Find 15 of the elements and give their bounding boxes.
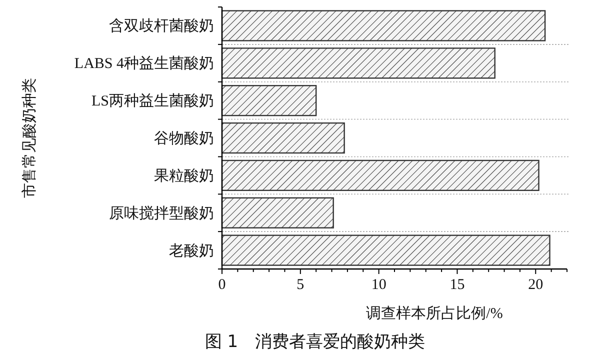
y-tick-label: 果粒酸奶: [154, 167, 214, 184]
x-tick-label: 10: [371, 277, 386, 293]
x-tick-label: 20: [528, 277, 544, 293]
x-tick-label: 0: [218, 277, 226, 293]
y-tick-label: LS两种益生菌酸奶: [91, 92, 214, 110]
x-tick-label: 15: [450, 277, 465, 293]
y-tick-label: LABS 4种益生菌酸奶: [74, 55, 214, 72]
text: 图 1 消费者喜爱的酸奶种类: [204, 332, 426, 352]
y-tick-label: 原味搅拌型酸奶: [109, 204, 214, 222]
y-tick-label: 谷物酸奶: [154, 130, 214, 147]
y-tick-label: 含双歧杆菌酸奶: [109, 18, 214, 35]
y-tick-label: 老酸奶: [169, 242, 214, 260]
y-axis-title: 市售常见酸奶种类: [21, 78, 38, 198]
x-axis-title: 调查样本所占比例/%: [366, 305, 503, 322]
x-tick-label: 5: [296, 277, 304, 293]
